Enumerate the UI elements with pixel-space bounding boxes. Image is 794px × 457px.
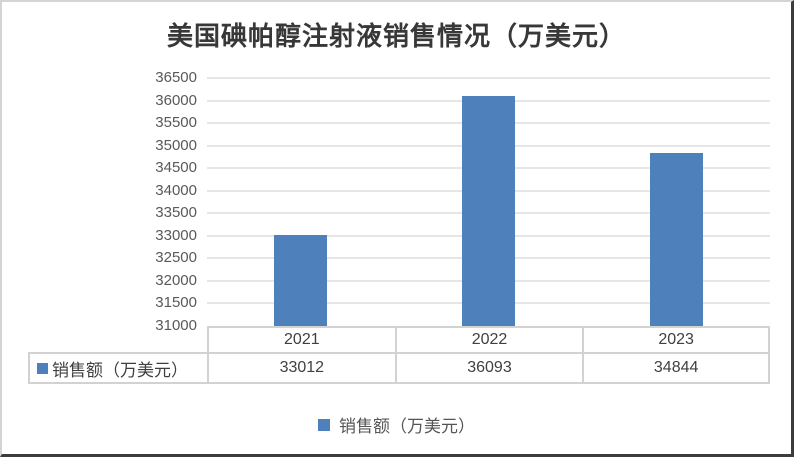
y-axis-tick-label: 36500 (155, 69, 197, 86)
series-swatch-icon (37, 362, 48, 374)
chart-title: 美国碘帕醇注射液销售情况（万美元） (166, 22, 626, 52)
table-row-header-label: 销售额（万美元） (52, 360, 188, 381)
chart-legend: 销售额（万美元） (2, 412, 791, 437)
table-value-2021: 33012 (207, 354, 395, 384)
y-axis-tick-label: 34000 (155, 181, 197, 199)
y-axis-tick-label: 35000 (155, 136, 197, 154)
y-axis-tick-label: 36000 (155, 91, 197, 109)
bar-2022 (462, 96, 515, 326)
table-year-header-2021: 2021 (207, 326, 395, 354)
bar-2023 (649, 152, 703, 326)
y-axis-tick-label: 31500 (155, 294, 197, 312)
table-year-header-2023: 2023 (582, 326, 770, 354)
y-axis-tick-label: 32500 (155, 249, 197, 267)
y-axis-tick-label: 32000 (155, 271, 197, 289)
table-corner-cell (28, 326, 207, 354)
table-value-2023: 34844 (582, 354, 770, 384)
plot-area (207, 77, 770, 326)
y-axis-tick-label: 33000 (155, 226, 197, 244)
legend-label: 销售额（万美元） (339, 417, 475, 437)
legend-swatch-icon (318, 418, 330, 431)
gridline (207, 77, 770, 79)
y-axis-tick-label: 35500 (155, 114, 197, 132)
table-row-header: 销售额（万美元） (28, 354, 207, 384)
table-year-header-2022: 2022 (394, 326, 583, 354)
y-axis-tick-label: 31000 (155, 317, 197, 334)
data-table: 2021 2022 2023 销售额（万美元） 33012 36093 34844 (28, 326, 770, 384)
table-value-2022: 36093 (394, 354, 583, 384)
bar-2021 (274, 235, 328, 326)
y-axis-tick-label: 34500 (155, 159, 197, 177)
y-axis-tick-label: 33500 (155, 204, 197, 222)
